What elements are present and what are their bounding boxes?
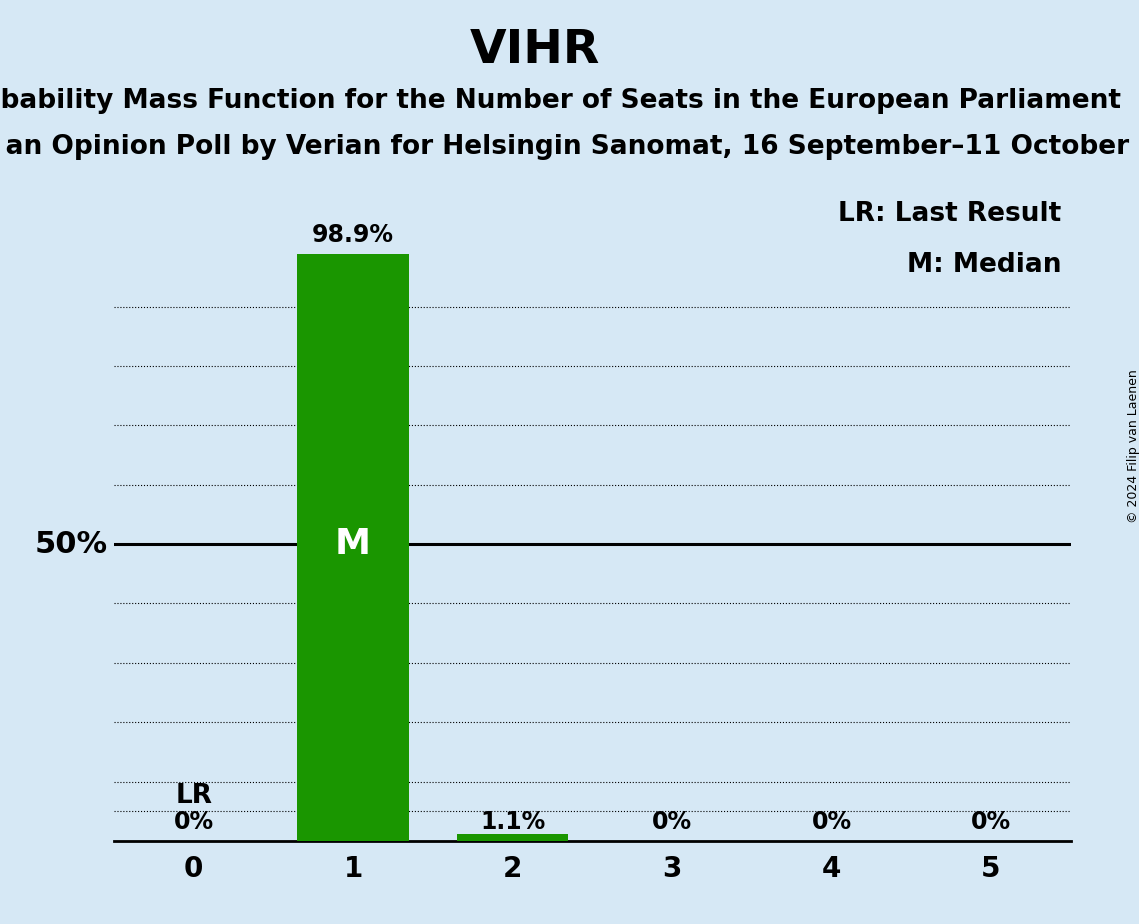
Text: 0%: 0%: [970, 809, 1011, 833]
Text: 98.9%: 98.9%: [312, 223, 394, 247]
Text: 1.1%: 1.1%: [480, 809, 546, 833]
Text: 0%: 0%: [173, 809, 214, 833]
Bar: [457, 834, 568, 841]
Text: 50%: 50%: [34, 529, 107, 559]
Text: M: Median: M: Median: [907, 252, 1062, 278]
Text: LR: Last Result: LR: Last Result: [838, 201, 1062, 226]
Text: 0%: 0%: [811, 809, 852, 833]
Text: © 2024 Filip van Laenen: © 2024 Filip van Laenen: [1126, 370, 1139, 523]
Text: Based on an Opinion Poll by Verian for Helsingin Sanomat, 16 September–11 Octobe: Based on an Opinion Poll by Verian for H…: [0, 134, 1139, 160]
Text: Probability Mass Function for the Number of Seats in the European Parliament: Probability Mass Function for the Number…: [0, 88, 1121, 114]
Bar: [297, 254, 409, 841]
Text: VIHR: VIHR: [470, 28, 600, 73]
Text: M: M: [335, 528, 371, 561]
Text: LR: LR: [175, 784, 212, 809]
Text: 0%: 0%: [652, 809, 693, 833]
